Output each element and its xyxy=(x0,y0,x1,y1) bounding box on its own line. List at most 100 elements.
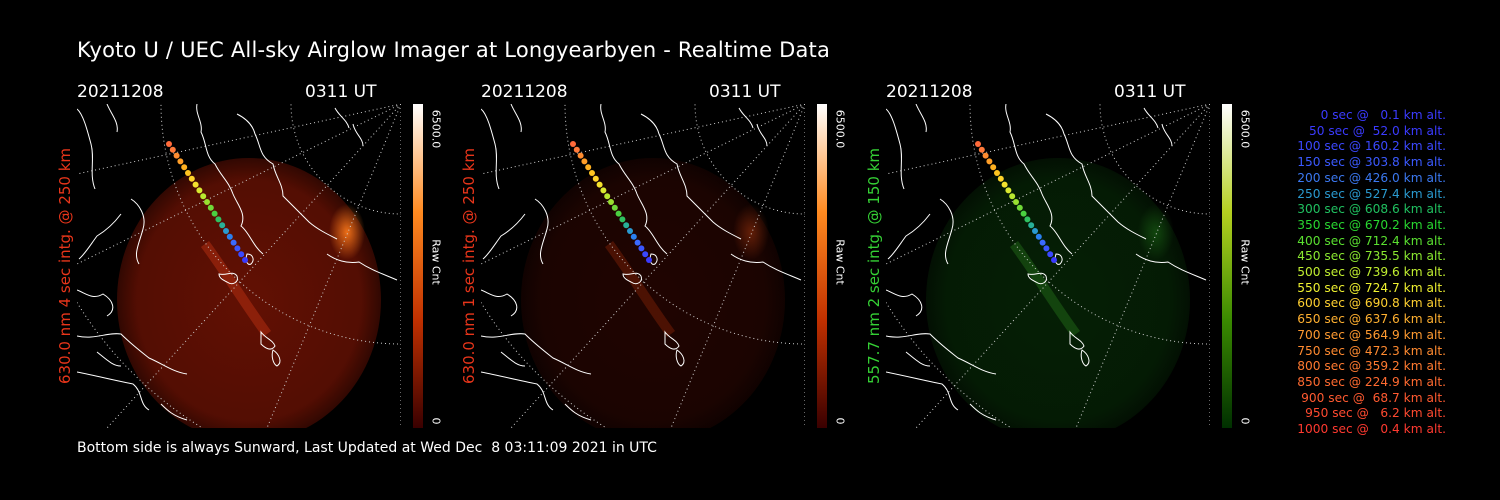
trajectory-marker xyxy=(238,251,245,258)
colorbar-unit-text: Raw Cnt xyxy=(1238,239,1252,285)
trajectory-marker xyxy=(204,199,210,205)
allsky-map-svg xyxy=(886,104,1210,428)
panel-wavelength-text: 557.7 nm 2 sec intg. @ 150 km xyxy=(865,147,883,385)
trajectory-marker xyxy=(619,216,626,223)
legend-row: 500 sec @ 739.6 km alt. xyxy=(1297,265,1446,280)
colorbar-min-label: 0 xyxy=(429,414,443,428)
trajectory-marker xyxy=(997,175,1004,182)
trajectory-track xyxy=(975,141,1057,263)
trajectory-marker xyxy=(1024,216,1031,223)
allsky-image xyxy=(481,104,805,428)
trajectory-marker xyxy=(226,233,233,240)
trajectory-marker xyxy=(1028,222,1035,229)
panel-time: 0311 UT xyxy=(1114,82,1186,102)
panel-wavelength-label: 630.0 nm 4 sec intg. @ 250 km xyxy=(55,104,75,428)
trajectory-marker xyxy=(188,175,195,182)
trajectory-track xyxy=(166,141,248,263)
colorbar-unit-label: Raw Cnt xyxy=(429,232,443,292)
trajectory-marker xyxy=(211,210,218,217)
trajectory-marker xyxy=(1020,210,1027,217)
trajectory-marker xyxy=(634,239,641,246)
legend-row: 50 sec @ 52.0 km alt. xyxy=(1308,123,1446,138)
trajectory-marker xyxy=(611,204,618,211)
trajectory-marker xyxy=(185,170,191,176)
trajectory-marker xyxy=(1005,187,1012,194)
trajectory-marker xyxy=(975,141,981,147)
trajectory-marker xyxy=(627,228,633,234)
trajectory-marker xyxy=(982,152,989,159)
trajectory-marker xyxy=(646,257,652,263)
colorbar-unit-text: Raw Cnt xyxy=(833,239,847,285)
legend-row: 1000 sec @ 0.4 km alt. xyxy=(1297,422,1446,437)
lat-lon-grid xyxy=(77,104,401,428)
trajectory-track xyxy=(570,141,652,263)
trajectory-marker xyxy=(990,164,997,171)
legend-row: 250 sec @ 527.4 km alt. xyxy=(1297,186,1446,201)
coastline xyxy=(481,104,802,421)
panel-date: 20211208 xyxy=(481,82,568,102)
colorbar-unit-label: Raw Cnt xyxy=(1238,232,1252,292)
footer-note: Bottom side is always Sunward, Last Upda… xyxy=(77,440,657,456)
legend-row: 450 sec @ 735.5 km alt. xyxy=(1297,249,1446,264)
imager-panel-1: 20211208 0311 UT 630.0 nm 4 sec intg. @ … xyxy=(56,82,457,432)
trajectory-marker xyxy=(600,187,607,194)
trajectory-marker xyxy=(1001,181,1008,188)
legend-row: 200 sec @ 426.0 km alt. xyxy=(1297,170,1446,185)
airglow-field xyxy=(926,158,1190,428)
trajectory-marker xyxy=(630,233,637,240)
trajectory-marker xyxy=(200,193,207,200)
airglow-hotspot xyxy=(329,204,365,260)
colorbar xyxy=(413,104,423,428)
legend-row: 650 sec @ 637.6 km alt. xyxy=(1297,312,1446,327)
panel-time: 0311 UT xyxy=(305,82,377,102)
trajectory-marker xyxy=(207,204,214,211)
trajectory-marker xyxy=(1013,199,1019,205)
panel-date: 20211208 xyxy=(886,82,973,102)
trajectory-marker xyxy=(1051,257,1057,263)
colorbar-max-label: 6500.0 xyxy=(429,104,443,154)
trajectory-marker xyxy=(986,158,993,165)
trajectory-marker xyxy=(994,170,1000,176)
trajectory-marker xyxy=(230,239,237,246)
trajectory-marker xyxy=(585,164,592,171)
trajectory-marker xyxy=(623,222,630,229)
trajectory-marker xyxy=(638,245,645,252)
legend-row: 600 sec @ 690.8 km alt. xyxy=(1297,296,1446,311)
trajectory-marker xyxy=(573,146,580,153)
legend-row: 700 sec @ 564.9 km alt. xyxy=(1297,327,1446,342)
legend-row: 150 sec @ 303.8 km alt. xyxy=(1297,155,1446,170)
trajectory-marker xyxy=(592,175,599,182)
colorbar-unit-label: Raw Cnt xyxy=(833,232,847,292)
colorbar-min-text: 0 xyxy=(1238,417,1252,425)
trajectory-marker xyxy=(234,245,241,252)
trajectory-marker xyxy=(223,228,229,234)
trajectory-marker xyxy=(169,146,176,153)
colorbar-max-text: 6500.0 xyxy=(429,109,443,149)
trajectory-marker xyxy=(1039,239,1046,246)
trajectory-marker xyxy=(181,164,188,171)
trajectory-marker xyxy=(215,216,222,223)
legend-row: 850 sec @ 224.9 km alt. xyxy=(1297,374,1446,389)
trajectory-marker xyxy=(581,158,588,165)
trajectory-marker xyxy=(1043,245,1050,252)
legend-row: 400 sec @ 712.4 km alt. xyxy=(1297,233,1446,248)
panel-wavelength-label: 630.0 nm 1 sec intg. @ 250 km xyxy=(459,104,479,428)
trajectory-marker xyxy=(242,257,248,263)
coastline xyxy=(77,104,398,421)
colorbar-max-label: 6500.0 xyxy=(833,104,847,154)
lat-lon-grid xyxy=(886,104,1210,428)
trajectory-marker xyxy=(978,146,985,153)
trajectory-marker xyxy=(1047,251,1054,258)
airglow-hotspot xyxy=(733,204,769,260)
trajectory-marker xyxy=(219,222,226,229)
trajectory-marker xyxy=(192,181,199,188)
colorbar-min-label: 0 xyxy=(833,414,847,428)
airglow-arc xyxy=(200,241,272,337)
trajectory-marker xyxy=(173,152,180,159)
colorbar-min-text: 0 xyxy=(833,417,847,425)
colorbar-min-text: 0 xyxy=(429,417,443,425)
imager-panel-3: 20211208 0311 UT 557.7 nm 2 sec intg. @ … xyxy=(865,82,1266,432)
allsky-image xyxy=(886,104,1210,428)
trajectory-marker xyxy=(1032,228,1038,234)
allsky-image xyxy=(77,104,401,428)
